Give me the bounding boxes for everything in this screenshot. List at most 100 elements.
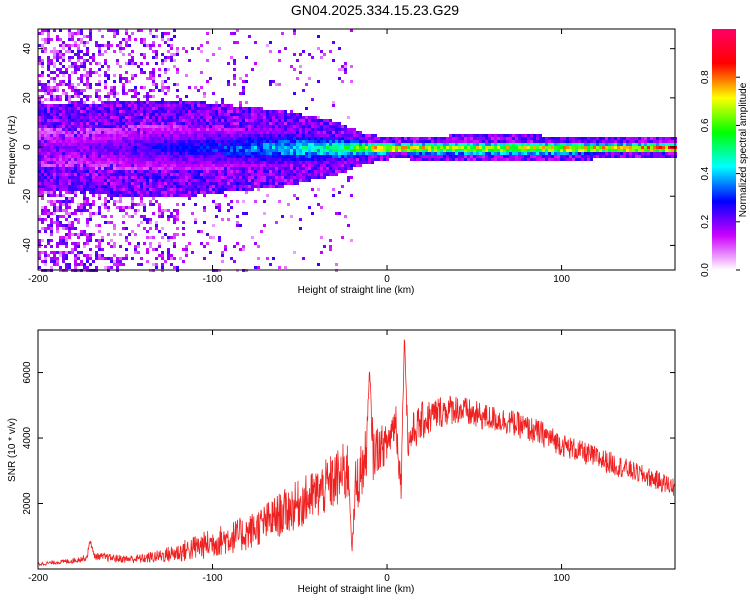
spectrogram-cell: [107, 134, 110, 137]
spectrogram-cell: [41, 62, 44, 65]
spectrogram-cell: [107, 92, 110, 95]
spectrogram-cell: [176, 161, 179, 164]
spectrogram-cell: [104, 164, 107, 167]
spectrogram-cell: [125, 257, 128, 260]
spectrogram-cell: [86, 134, 89, 137]
spectrogram-cell: [56, 260, 59, 263]
spectrogram-cell: [203, 188, 206, 191]
spectrogram-cell: [83, 113, 86, 116]
spectrogram-cell: [338, 128, 341, 131]
spectrogram-cell: [110, 155, 113, 158]
spectrogram-cell: [71, 167, 74, 170]
spectrogram-cell: [77, 182, 80, 185]
spectrogram-cell: [101, 203, 104, 206]
spectrogram-cell: [155, 155, 158, 158]
spectrogram-cell: [245, 182, 248, 185]
spectrogram-cell: [242, 122, 245, 125]
spectrogram-cell: [74, 245, 77, 248]
spectrogram-cell: [557, 146, 560, 149]
spectrogram-cell: [203, 107, 206, 110]
spectrogram-cell: [50, 179, 53, 182]
spectrogram-cell: [635, 155, 638, 158]
spectrogram-cell: [317, 170, 320, 173]
spectrogram-cell: [476, 158, 479, 161]
spectrogram-cell: [50, 95, 53, 98]
spectrogram-cell: [296, 158, 299, 161]
spectrogram-cell: [173, 110, 176, 113]
spectrogram-cell: [479, 140, 482, 143]
spectrogram-cell: [185, 254, 188, 257]
spectrogram-cell: [104, 179, 107, 182]
spectrogram-cell: [329, 122, 332, 125]
spectrogram-cell: [98, 110, 101, 113]
spectrogram-cell: [455, 146, 458, 149]
spectrogram-cell: [74, 53, 77, 56]
spectrogram-cell: [185, 116, 188, 119]
spectrogram-cell: [47, 215, 50, 218]
spectrogram-cell: [296, 167, 299, 170]
spectrogram-cell: [134, 203, 137, 206]
spectrogram-cell: [617, 149, 620, 152]
spectrogram-cell: [101, 155, 104, 158]
spectrogram-cell: [152, 158, 155, 161]
spectrogram-cell: [239, 152, 242, 155]
spectrogram-cell: [275, 119, 278, 122]
spectrogram-cell: [215, 188, 218, 191]
spectrogram-cell: [50, 62, 53, 65]
spectrogram-cell: [266, 170, 269, 173]
spectrogram-cell: [221, 137, 224, 140]
spectrogram-cell: [296, 119, 299, 122]
spectrogram-cell: [233, 32, 236, 35]
spectrogram-cell: [506, 158, 509, 161]
spectrogram-cell: [89, 95, 92, 98]
spectrogram-cell: [626, 146, 629, 149]
spectrogram-cell: [206, 161, 209, 164]
spectrogram-cell: [149, 152, 152, 155]
spectrogram-cell: [341, 158, 344, 161]
spectrogram-cell: [545, 137, 548, 140]
spectrogram-cell: [302, 134, 305, 137]
spectrogram-cell: [641, 149, 644, 152]
spectrogram-cell: [170, 47, 173, 50]
spectrogram-cell: [197, 230, 200, 233]
spectrogram-cell: [653, 146, 656, 149]
spectrogram-cell: [470, 137, 473, 140]
spectrogram-cell: [41, 74, 44, 77]
spectrogram-cell: [38, 173, 41, 176]
spectrogram-cell: [239, 179, 242, 182]
spectrogram-cell: [104, 95, 107, 98]
spectrogram-cell: [50, 140, 53, 143]
spectrogram-cell: [500, 140, 503, 143]
spectrogram-cell: [38, 95, 41, 98]
spectrogram-cell: [251, 161, 254, 164]
spectrogram-cell: [173, 35, 176, 38]
spectrogram-cell: [422, 149, 425, 152]
spectrogram-cell: [266, 125, 269, 128]
spectrogram-cell: [188, 170, 191, 173]
spectrogram-cell: [134, 191, 137, 194]
spectrogram-cell: [143, 41, 146, 44]
spectrogram-cell: [314, 176, 317, 179]
spectrogram-cell: [644, 146, 647, 149]
spectrogram-cell: [101, 53, 104, 56]
spectrogram-cell: [104, 167, 107, 170]
spectrogram-cell: [140, 161, 143, 164]
spectrogram-cell: [89, 113, 92, 116]
spectrogram-cell: [581, 158, 584, 161]
spectrogram-cell: [395, 140, 398, 143]
spectrogram-cell: [47, 80, 50, 83]
spectrogram-cell: [236, 134, 239, 137]
spectrogram-cell: [137, 125, 140, 128]
spectrogram-cell: [428, 155, 431, 158]
spectrogram-cell: [113, 155, 116, 158]
spectrogram-cell: [86, 236, 89, 239]
spectrogram-cell: [356, 140, 359, 143]
spectrogram-cell: [425, 137, 428, 140]
spectrogram-cell: [83, 35, 86, 38]
spectrogram-cell: [98, 170, 101, 173]
spectrogram-cell: [77, 53, 80, 56]
spectrogram-cell: [350, 134, 353, 137]
spectrogram-cell: [155, 257, 158, 260]
spectrogram-cell: [194, 194, 197, 197]
spectrogram-cell: [161, 209, 164, 212]
